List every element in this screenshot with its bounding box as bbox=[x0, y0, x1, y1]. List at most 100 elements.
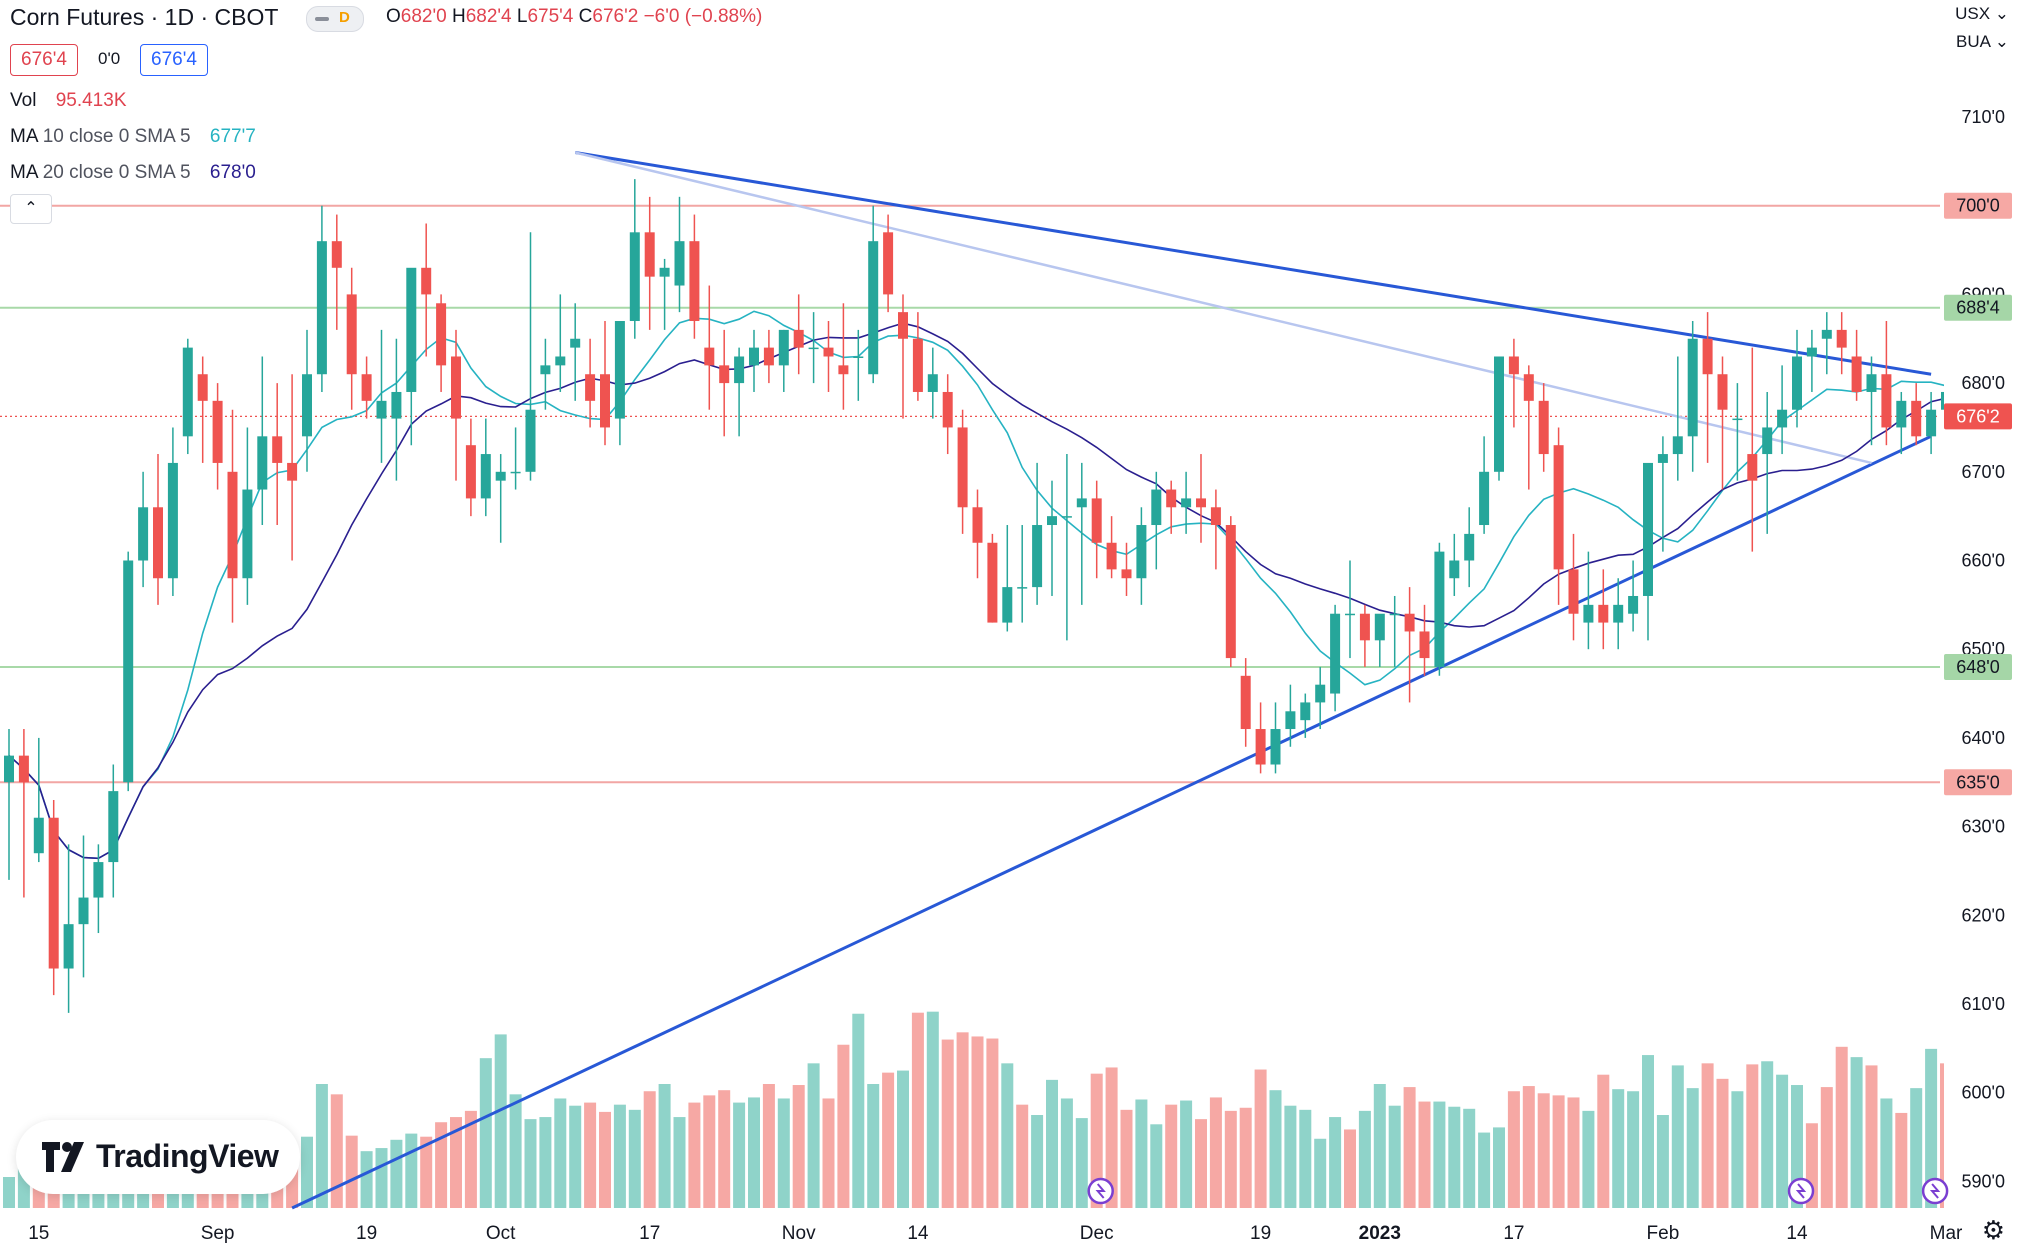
volume-bar bbox=[1567, 1097, 1580, 1208]
ma20-legend[interactable]: MA 20 close 0 SMA 5 678'0 bbox=[10, 162, 256, 184]
volume-bar bbox=[1507, 1091, 1520, 1208]
time-tick-label: Nov bbox=[782, 1223, 816, 1244]
candle-body bbox=[1926, 409, 1937, 437]
candle bbox=[1210, 489, 1221, 570]
symbol-title[interactable]: Corn Futures · 1D · CBOT bbox=[10, 4, 279, 30]
candle bbox=[793, 294, 804, 375]
candle bbox=[1166, 480, 1177, 534]
candle-body bbox=[1643, 462, 1653, 596]
candle bbox=[749, 329, 759, 392]
volume-bar bbox=[1865, 1065, 1878, 1208]
candle-body bbox=[465, 445, 476, 499]
candle bbox=[153, 454, 163, 605]
tradingview-badge[interactable]: TradingView bbox=[16, 1120, 300, 1194]
volume-bar bbox=[554, 1098, 567, 1208]
time-tick-label: Feb bbox=[1647, 1223, 1680, 1244]
candle bbox=[465, 418, 476, 517]
candle-body bbox=[302, 374, 312, 437]
candle bbox=[987, 533, 998, 623]
volume-bar bbox=[1016, 1104, 1029, 1208]
candle bbox=[18, 729, 29, 898]
spread-value: 0'0 bbox=[98, 49, 121, 68]
candle-body bbox=[1106, 542, 1117, 570]
event-marker-icon bbox=[1921, 1177, 1949, 1205]
volume-bar bbox=[1731, 1091, 1744, 1208]
candle bbox=[78, 835, 89, 978]
candle-body bbox=[1762, 427, 1773, 455]
candle-body bbox=[495, 471, 506, 481]
candle-body bbox=[1449, 560, 1460, 579]
candle-body bbox=[1285, 711, 1296, 730]
candle bbox=[1881, 321, 1892, 446]
volume-bar bbox=[1448, 1106, 1461, 1208]
sell-price-button[interactable]: 676'4 bbox=[10, 44, 78, 76]
candle-body bbox=[1717, 374, 1728, 410]
volume-bar bbox=[1925, 1048, 1938, 1208]
volume-bar bbox=[1850, 1057, 1863, 1208]
candle-body bbox=[78, 897, 89, 925]
candle bbox=[674, 196, 685, 313]
interval-badge: D bbox=[339, 9, 350, 26]
volume-legend[interactable]: Vol 95.413K bbox=[10, 90, 127, 112]
candle-body bbox=[451, 356, 461, 419]
candle bbox=[1032, 462, 1043, 605]
volume-bar bbox=[1716, 1078, 1729, 1208]
candle bbox=[555, 294, 566, 392]
candle-body bbox=[48, 817, 59, 969]
volume-bar bbox=[777, 1098, 790, 1208]
volume-bar bbox=[1105, 1067, 1118, 1208]
candle bbox=[451, 329, 461, 481]
candle bbox=[1136, 507, 1147, 605]
candle bbox=[1553, 427, 1564, 605]
candle bbox=[853, 329, 864, 401]
volume-bar bbox=[450, 1117, 462, 1208]
collapse-legend-button[interactable]: ⌃ bbox=[10, 194, 52, 224]
volume-bar bbox=[1820, 1087, 1833, 1208]
volume-bar bbox=[330, 1094, 343, 1208]
price-tick-label: 640'0 bbox=[1962, 728, 2005, 748]
candle-body bbox=[93, 862, 104, 898]
candle-body bbox=[763, 347, 774, 366]
event-marker-icon bbox=[1787, 1177, 1815, 1205]
candle-body bbox=[1494, 356, 1504, 472]
interval-toggle[interactable]: D bbox=[306, 6, 364, 32]
candle-body bbox=[1136, 525, 1147, 579]
price-tick-label: 670'0 bbox=[1962, 462, 2005, 482]
volume-bar bbox=[390, 1139, 403, 1208]
candle-body bbox=[1792, 356, 1802, 410]
buy-price-button[interactable]: 676'4 bbox=[140, 44, 208, 76]
volume-bar bbox=[405, 1133, 418, 1208]
volume-bar bbox=[375, 1148, 388, 1208]
unit-select[interactable]: BUA ⌄ bbox=[1956, 32, 2009, 51]
candle-body bbox=[1240, 675, 1251, 730]
volume-bar bbox=[1344, 1129, 1356, 1208]
candle bbox=[927, 347, 938, 419]
ma10-legend[interactable]: MA 10 close 0 SMA 5 677'7 bbox=[10, 126, 256, 148]
candle bbox=[1076, 462, 1087, 605]
volume-bar bbox=[1195, 1119, 1207, 1208]
candle bbox=[1449, 533, 1460, 596]
candle-body bbox=[1702, 338, 1713, 375]
ma10-params: 10 close 0 SMA 5 bbox=[42, 126, 191, 147]
candle bbox=[778, 329, 789, 392]
candle bbox=[212, 383, 223, 490]
level-tag-label: 635'0 bbox=[1956, 772, 1999, 792]
candle bbox=[257, 356, 268, 526]
volume-bar bbox=[1910, 1088, 1923, 1208]
candle bbox=[331, 214, 342, 330]
candle-body bbox=[719, 365, 730, 384]
candle-body bbox=[480, 454, 491, 499]
candle-body bbox=[1851, 356, 1862, 392]
candle-body bbox=[242, 489, 253, 579]
currency-select[interactable]: USX ⌄ bbox=[1955, 4, 2009, 23]
candle-body bbox=[942, 391, 953, 428]
candle bbox=[1613, 578, 1624, 650]
candle-body bbox=[1017, 587, 1028, 589]
volume-bar bbox=[926, 1011, 939, 1208]
gear-icon[interactable]: ⚙ bbox=[1981, 1215, 2005, 1245]
candle-body bbox=[987, 542, 998, 623]
volume-bar bbox=[3, 1177, 15, 1208]
price-tick-label: 660'0 bbox=[1962, 551, 2005, 571]
candle bbox=[1002, 525, 1013, 632]
